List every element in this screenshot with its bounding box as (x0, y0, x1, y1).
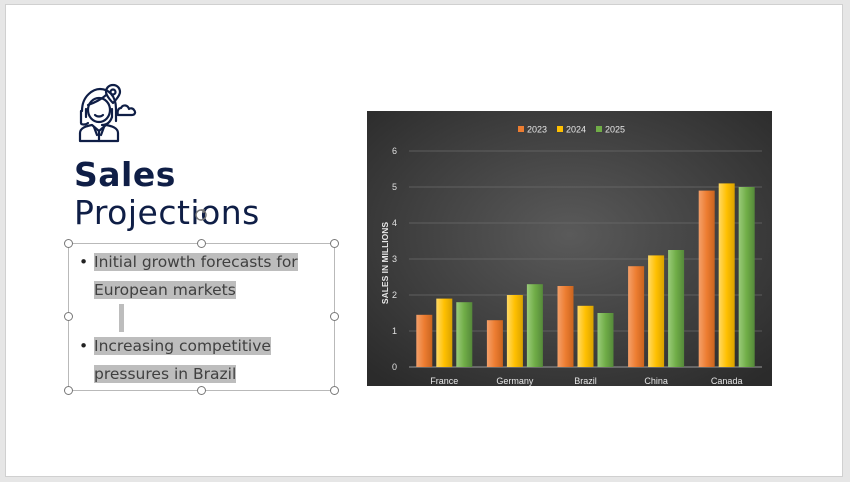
title-line-projections: Projections (74, 193, 260, 233)
sales-bar-chart[interactable]: 0 1 2 3 4 5 6 France Germany Brazil China Canada 2… (367, 111, 772, 386)
bullet-text: Increasing competitive pressures in Braz… (94, 337, 271, 383)
legend-swatch (596, 126, 602, 132)
x-tick-label: Brazil (574, 376, 597, 386)
bar-2023-germany[interactable] (486, 320, 503, 367)
y-tick-label: 0 (392, 362, 397, 372)
bar-2024-france[interactable] (436, 298, 453, 367)
x-tick-label: China (644, 376, 668, 386)
x-tick-label: France (430, 376, 458, 386)
bar-2025-brazil[interactable] (597, 313, 614, 367)
bullet-text-box[interactable]: • Initial growth forecasts for European … (64, 209, 339, 395)
person-with-headset-and-cloud-icon (78, 83, 137, 143)
bar-2025-germany[interactable] (526, 284, 543, 367)
y-tick-label: 5 (392, 182, 397, 192)
x-tick-label: Canada (711, 376, 743, 386)
bar-2025-canada[interactable] (738, 187, 755, 367)
resize-handle-top[interactable] (197, 239, 206, 248)
rotate-handle-icon[interactable] (194, 208, 208, 222)
bar-2024-canada[interactable] (718, 183, 735, 367)
y-tick-label: 4 (392, 218, 397, 228)
empty-paragraph (69, 304, 334, 332)
bar-2024-germany[interactable] (506, 295, 523, 367)
legend-swatch (518, 126, 524, 132)
bullet-list: • Initial growth forecasts for European … (69, 248, 334, 388)
resize-handle-top-left[interactable] (64, 239, 73, 248)
resize-handle-right[interactable] (330, 312, 339, 321)
bar-2023-france[interactable] (416, 314, 433, 367)
list-item: • Initial growth forecasts for European … (69, 248, 334, 304)
resize-handle-bottom-left[interactable] (64, 386, 73, 395)
resize-handle-bottom-right[interactable] (330, 386, 339, 395)
x-tick-label: Germany (496, 376, 534, 386)
list-item: • Increasing competitive pressures in Br… (69, 332, 334, 388)
legend-swatch (557, 126, 563, 132)
slide-canvas[interactable]: Sales Projections • Initial growth forec… (6, 5, 842, 476)
legend-label: 2025 (605, 125, 625, 135)
y-tick-label: 1 (392, 326, 397, 336)
resize-handle-left[interactable] (64, 312, 73, 321)
y-tick-label: 6 (392, 146, 397, 156)
legend-label: 2024 (566, 125, 586, 135)
resize-handle-bottom[interactable] (197, 386, 206, 395)
bar-2023-canada[interactable] (698, 190, 715, 367)
bar-2024-china[interactable] (648, 255, 665, 367)
bullet-dot: • (79, 337, 89, 355)
bar-2025-china[interactable] (668, 250, 685, 367)
bar-2024-brazil[interactable] (577, 305, 594, 367)
bullet-dot: • (79, 253, 89, 271)
title-line-sales: Sales (74, 155, 176, 194)
bar-2023-china[interactable] (628, 266, 645, 367)
y-axis-label: SALES IN MILLIONS (380, 222, 390, 305)
bar-2025-france[interactable] (456, 302, 473, 367)
y-tick-label: 2 (392, 290, 397, 300)
bar-2023-brazil[interactable] (557, 286, 574, 367)
slide-title[interactable]: Sales Projections (74, 155, 260, 233)
y-tick-label: 3 (392, 254, 397, 264)
resize-handle-top-right[interactable] (330, 239, 339, 248)
bullet-text: Initial growth forecasts for European ma… (94, 253, 298, 299)
legend-label: 2023 (527, 125, 547, 135)
